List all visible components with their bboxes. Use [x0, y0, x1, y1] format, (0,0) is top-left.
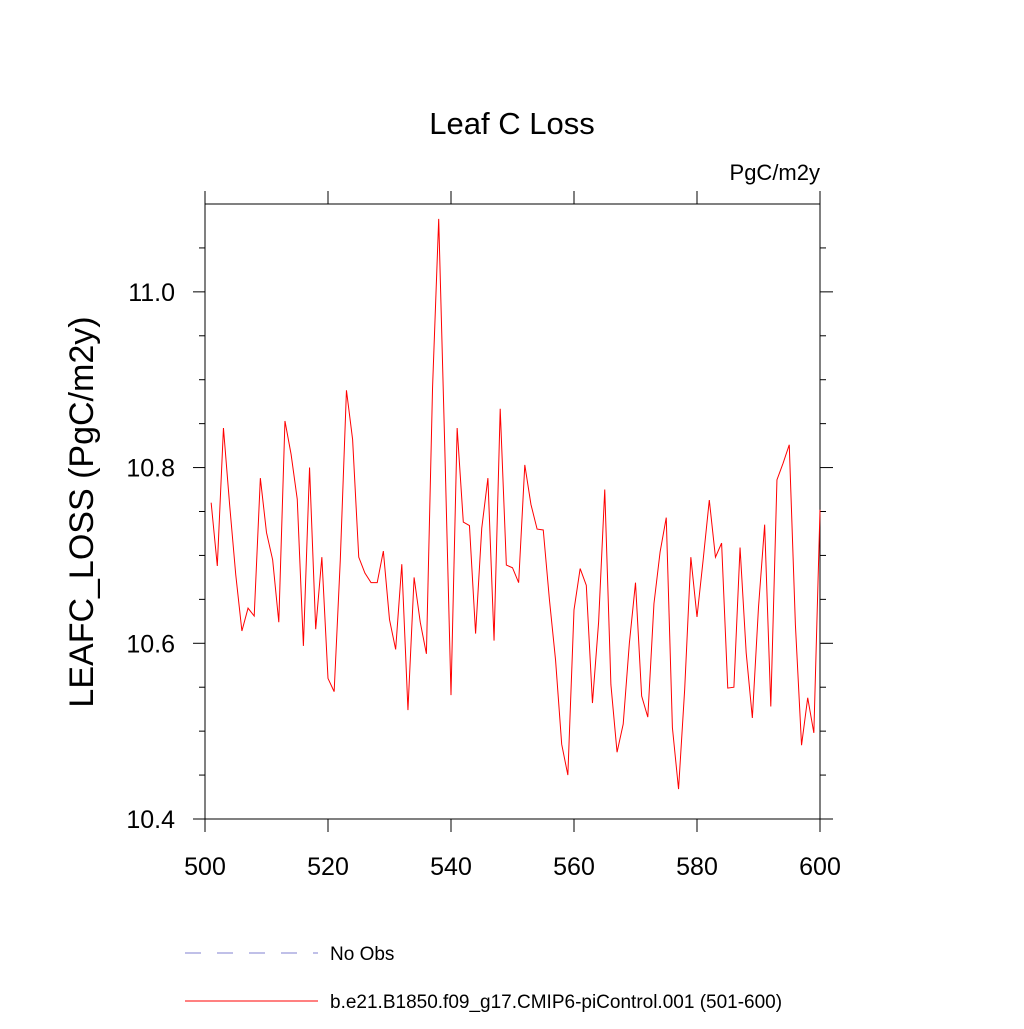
- chart-title: Leaf C Loss: [429, 106, 594, 141]
- x-tick-label: 500: [184, 853, 226, 881]
- chart-subtitle: PgC/m2y: [730, 160, 820, 185]
- x-tick-label: 600: [799, 853, 841, 881]
- x-tick-label: 540: [430, 853, 472, 881]
- x-tick-label: 560: [553, 853, 595, 881]
- x-tick-label: 520: [307, 853, 349, 881]
- y-tick-label: 10.8: [126, 455, 175, 483]
- data-line: [210, 218, 821, 790]
- y-tick-label: 10.6: [126, 630, 175, 658]
- x-tick-label: 580: [676, 853, 718, 881]
- y-tick-label: 10.4: [126, 806, 175, 834]
- plot-frame: [204, 203, 821, 820]
- y-tick-label: 11.0: [128, 279, 175, 307]
- legend-label: b.e21.B1850.f09_g17.CMIP6-piControl.001 …: [330, 992, 782, 1013]
- y-axis-label: LEAFC_LOSS (PgC/m2y): [63, 316, 101, 707]
- legend-label: No Obs: [330, 944, 394, 965]
